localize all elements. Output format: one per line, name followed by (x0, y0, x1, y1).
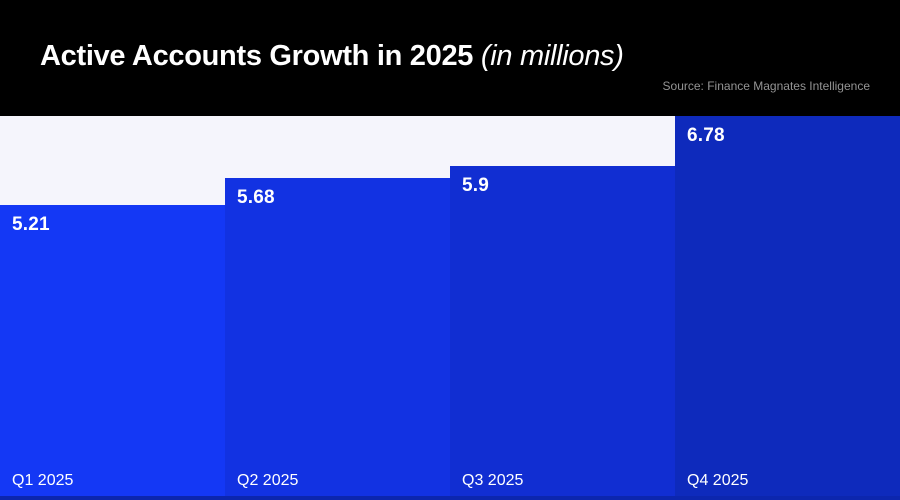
header: Active Accounts Growth in 2025 (in milli… (0, 0, 900, 116)
title-subtitle: (in millions) (480, 40, 624, 72)
source-credit: Source: Finance Magnates Intelligence (662, 79, 870, 93)
bar-value-label: 5.68 (237, 187, 275, 209)
bar-q4-2025: 6.78 Q4 2025 (675, 116, 900, 500)
page-title: Active Accounts Growth in 2025 (in milli… (40, 40, 870, 73)
baseline-axis (0, 496, 900, 500)
bar-q2-2025: 5.68 Q2 2025 (225, 178, 450, 500)
bar-category-label: Q1 2025 (12, 472, 74, 489)
bar-chart: 5.21 Q1 2025 5.68 Q2 2025 5.9 Q3 2025 6.78 Q4 2… (0, 116, 900, 500)
bar-category-label: Q3 2025 (462, 472, 524, 489)
bar-value-label: 5.9 (462, 174, 490, 196)
bar-category-label: Q2 2025 (237, 472, 299, 489)
bar-q1-2025: 5.21 Q1 2025 (0, 204, 225, 500)
bar-category-label: Q4 2025 (687, 472, 749, 489)
bar-q3-2025: 5.9 Q3 2025 (450, 165, 675, 500)
bar-value-label: 6.78 (687, 125, 725, 146)
title-main: Active Accounts Growth in 2025 (40, 40, 474, 72)
bar-value-label: 5.21 (12, 213, 50, 235)
